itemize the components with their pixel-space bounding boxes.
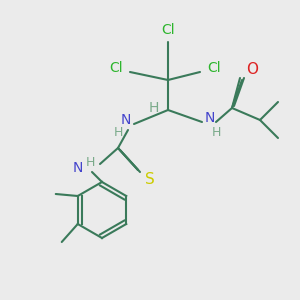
Text: O: O — [246, 62, 258, 77]
Text: N: N — [121, 113, 131, 127]
Text: H: H — [211, 125, 221, 139]
Text: H: H — [149, 101, 159, 115]
Text: Cl: Cl — [109, 61, 123, 75]
Text: S: S — [145, 172, 155, 188]
Text: N: N — [73, 161, 83, 175]
Text: N: N — [205, 111, 215, 125]
Text: Cl: Cl — [207, 61, 221, 75]
Text: H: H — [85, 155, 95, 169]
Text: H: H — [113, 125, 123, 139]
Text: Cl: Cl — [161, 23, 175, 37]
